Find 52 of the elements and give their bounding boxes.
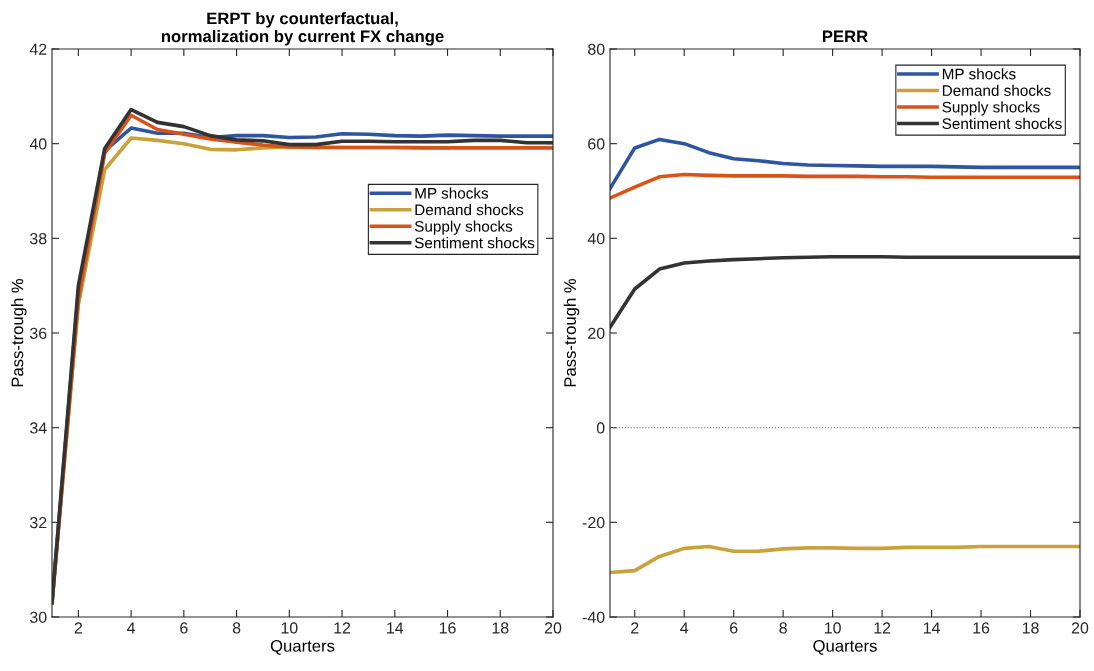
legend-label: MP shocks: [942, 68, 1016, 80]
y-tick-label: 80: [588, 43, 605, 55]
legend-label: Sentiment shocks: [942, 117, 1062, 130]
x-tick-label: 18: [1022, 622, 1039, 634]
line-series: [610, 172, 1080, 200]
x-tick-label: 20: [544, 622, 562, 634]
legend-label: Supply shocks: [942, 101, 1040, 116]
x-tick-label: 6: [180, 622, 188, 634]
chart-title: ERPT by counterfactual, normalization by current FX change: [161, 12, 444, 46]
legend-label: Demand shocks: [942, 84, 1051, 96]
x-tick-label: 4: [127, 622, 136, 634]
line-series: [610, 544, 1080, 575]
x-axis-title: Quarters: [270, 639, 335, 655]
chart-title: PERR: [822, 30, 868, 43]
y-tick-label: 32: [29, 516, 47, 529]
x-tick-label: 10: [824, 622, 841, 634]
x-tick-label: 12: [334, 622, 351, 634]
y-tick-label: 42: [29, 43, 47, 55]
y-axis-title: Pass-trough %: [11, 278, 27, 387]
legend-label: Supply shocks: [414, 220, 513, 235]
y-tick-label: 60: [588, 138, 605, 150]
y-tick-label: 0: [596, 422, 605, 434]
y-tick-label: 20: [588, 327, 605, 339]
x-tick-label: 20: [1071, 622, 1089, 634]
y-tick-label: 40: [29, 138, 47, 150]
legend-label: Demand shocks: [415, 204, 524, 216]
x-tick-label: 10: [281, 622, 298, 634]
y-tick-label: -40: [582, 611, 605, 623]
legend-label: MP shocks: [415, 187, 489, 199]
x-tick-label: 16: [973, 622, 990, 634]
y-tick-label: 34: [29, 422, 47, 434]
y-tick-label: 30: [29, 611, 47, 623]
line-series: [610, 254, 1080, 330]
x-tick-label: 6: [730, 622, 738, 634]
x-axis-title: Quarters: [813, 639, 877, 655]
x-tick-label: 16: [439, 622, 456, 634]
x-tick-label: 14: [387, 622, 404, 634]
x-tick-label: 2: [74, 622, 83, 634]
x-tick-label: 12: [874, 622, 891, 634]
x-tick-label: 2: [631, 622, 639, 634]
line-series: [610, 137, 1080, 191]
y-tick-label: 36: [29, 327, 47, 339]
x-tick-label: 4: [680, 622, 689, 634]
legend-label: Sentiment shocks: [414, 237, 535, 249]
y-tick-label: 38: [29, 232, 47, 245]
y-tick-label: 40: [587, 232, 605, 245]
x-tick-label: 14: [923, 622, 940, 634]
y-axis-title: Pass-trough %: [563, 278, 580, 387]
x-tick-label: 18: [492, 622, 509, 634]
x-tick-label: 8: [779, 622, 787, 634]
y-tick-label: -20: [582, 516, 605, 529]
x-tick-label: 8: [232, 622, 241, 634]
